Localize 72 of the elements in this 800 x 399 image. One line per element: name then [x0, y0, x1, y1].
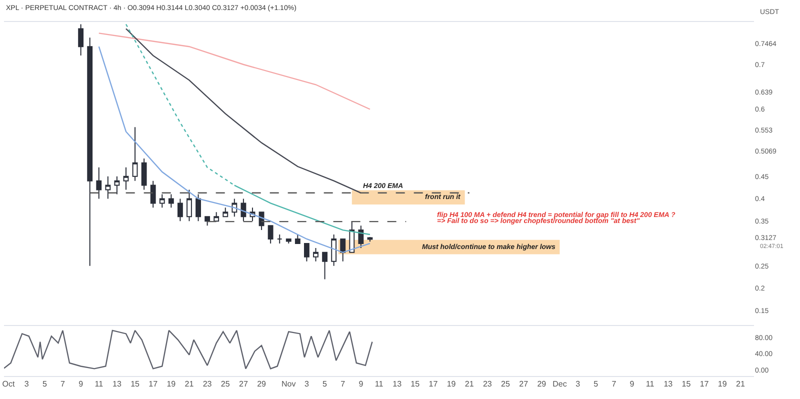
candlestick — [150, 180, 156, 208]
x-tick-label: 25 — [220, 380, 230, 389]
x-tick-label: 9 — [358, 380, 364, 389]
x-tick-label: 5 — [594, 380, 599, 389]
x-tick-label: 11 — [374, 380, 384, 389]
candlestick — [358, 225, 364, 248]
x-tick-label: 23 — [202, 380, 212, 389]
x-tick-label: 13 — [664, 380, 674, 389]
candlestick — [214, 212, 220, 222]
candlestick — [294, 234, 300, 244]
x-tick-label: Dec — [552, 380, 567, 389]
x-tick-label: 29 — [537, 380, 547, 389]
x-tick-label: 27 — [239, 380, 248, 389]
x-tick-label: Oct — [2, 380, 16, 389]
candlestick — [268, 225, 274, 244]
line-series — [98, 46, 371, 254]
candlestick — [276, 234, 282, 244]
candlestick — [168, 194, 174, 208]
x-tick-label: 17 — [700, 380, 710, 389]
x-tick-label: 27 — [519, 380, 529, 389]
candlestick — [87, 37, 93, 266]
line-series — [125, 28, 362, 194]
x-tick-label: 7 — [340, 380, 346, 389]
x-tick-label: 5 — [322, 380, 328, 389]
candlestick — [196, 194, 201, 222]
x-tick-label: 11 — [94, 380, 104, 389]
x-tick-label: 29 — [257, 380, 267, 389]
x-tick-label: 25 — [501, 380, 511, 389]
x-tick-label: 19 — [166, 380, 176, 389]
candlestick — [132, 126, 138, 182]
x-tick-label: 15 — [130, 380, 140, 389]
x-tick-label: 9 — [630, 380, 635, 389]
candlestick — [304, 242, 310, 262]
x-tick-label: 11 — [646, 380, 655, 389]
candlestick — [286, 238, 292, 244]
x-tick-label: 19 — [718, 380, 728, 389]
candlestick — [96, 166, 102, 200]
candlestick — [322, 252, 328, 280]
candlestick — [331, 234, 337, 266]
candlestick — [177, 198, 183, 222]
candlestick — [186, 189, 192, 222]
candlestick — [105, 176, 111, 200]
candlestick — [123, 166, 129, 190]
x-tick-label: 7 — [60, 380, 66, 389]
x-tick-label: Nov — [282, 380, 296, 389]
x-tick-label: 3 — [576, 380, 581, 389]
candlestick — [141, 158, 147, 190]
x-tick-label: 15 — [410, 380, 420, 389]
x-tick-label: 5 — [42, 380, 48, 389]
x-tick-label: 17 — [428, 380, 438, 389]
x-tick-label: 17 — [148, 380, 158, 389]
x-tick-label: 23 — [482, 380, 492, 389]
candlestick — [114, 176, 120, 195]
candlestick — [204, 216, 210, 226]
line-series — [98, 32, 371, 110]
x-tick-label: 13 — [112, 380, 122, 389]
x-tick-label: 7 — [612, 380, 617, 389]
x-tick-label: 21 — [464, 380, 474, 389]
x-tick-label: 13 — [392, 380, 402, 389]
candlestick — [240, 198, 246, 222]
candlestick — [159, 194, 165, 208]
x-tick-label: 15 — [682, 380, 692, 389]
x-tick-label: 21 — [184, 380, 194, 389]
x-tick-label: 19 — [446, 380, 456, 389]
candlestick — [222, 207, 228, 218]
candlestick — [340, 238, 346, 262]
x-tick-label: 21 — [736, 380, 746, 389]
x-tick-label: 9 — [78, 380, 84, 389]
x-tick-label: 3 — [24, 380, 30, 389]
candlestick — [313, 247, 318, 262]
x-tick-label: 3 — [304, 380, 310, 389]
candlestick — [78, 24, 84, 56]
